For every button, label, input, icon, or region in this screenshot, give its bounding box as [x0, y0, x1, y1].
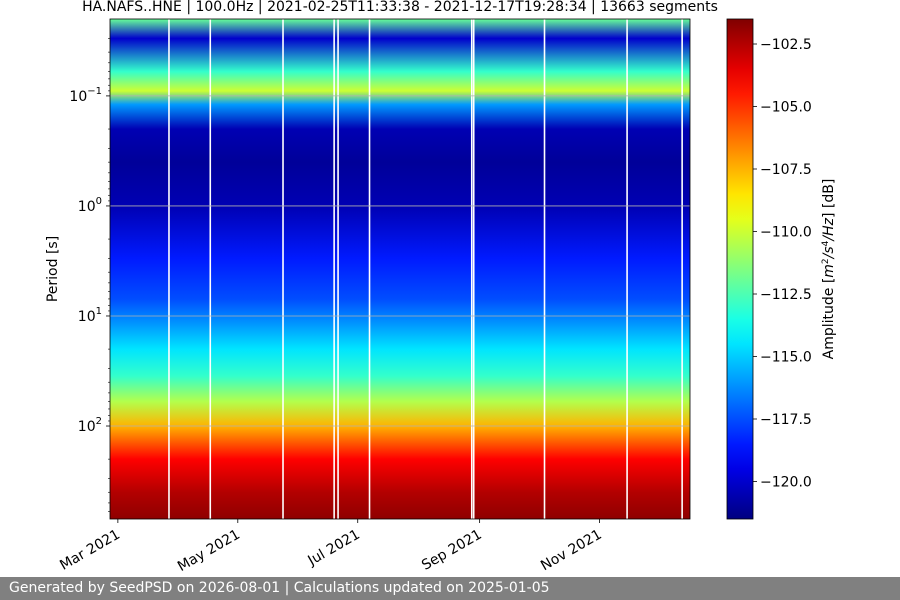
y-tick-label: 101 [78, 306, 102, 325]
colorbar-ticks: −102.5 −105.0 −107.5 −110.0 −112.5 −115.0 −117… [753, 37, 812, 491]
y-tick-label-exp: 2 [96, 416, 102, 427]
colorbar-label-suffix: ] [dB] [821, 179, 837, 218]
colorbar-label-unit-hz: /Hz [821, 217, 837, 242]
x-tick-label: Mar 2021 [57, 527, 123, 574]
colorbar-label: Amplitude [m2/s4/Hz] [dB] [821, 179, 837, 360]
colorbar-gradient [726, 18, 754, 520]
colorbar-label-prefix: Amplitude [ [821, 278, 837, 360]
y-tick-label-base: 10 [78, 419, 96, 435]
x-tick-label: Jul 2021 [305, 527, 363, 570]
x-tick-label: Sep 2021 [419, 527, 485, 574]
colorbar-tick-label: −117.5 [760, 412, 812, 428]
colorbar-tick-label: −107.5 [760, 162, 812, 178]
colorbar: −102.5 −105.0 −107.5 −110.0 −112.5 −115.0 −117… [726, 18, 837, 520]
x-tick-label: Nov 2021 [538, 527, 604, 575]
plot-frame [109, 18, 691, 520]
footer-text: Generated by SeedPSD on 2026-08-01 | Cal… [9, 580, 550, 596]
colorbar-tick-label: −120.0 [760, 475, 812, 491]
x-tick-label: May 2021 [175, 527, 243, 575]
y-tick-label: 100 [78, 196, 102, 215]
colorbar-tick-label: −112.5 [760, 287, 812, 303]
plot-area [110, 19, 690, 519]
y-tick-label-exp: 0 [96, 196, 102, 207]
colorbar-tick-label: −115.0 [760, 350, 812, 366]
x-axis: Mar 2021 May 2021 Jul 2021 Sep 2021 Nov 2021 [57, 519, 605, 575]
chart-title: HA.NAFS..HNE | 100.0Hz | 2021-02-25T11:3… [82, 0, 718, 15]
y-tick-label: 10−1 [69, 86, 102, 105]
y-tick-label-base: 10 [69, 89, 87, 105]
y-axis-label: Period [s] [45, 236, 61, 302]
footer-bar: Generated by SeedPSD on 2026-08-01 | Cal… [0, 577, 900, 600]
y-tick-label-base: 10 [78, 309, 96, 325]
colorbar-tick-label: −105.0 [760, 100, 812, 116]
colorbar-label-unit-s: /s [821, 246, 837, 260]
colorbar-label-exp-2: 2 [821, 258, 831, 264]
colorbar-tick-label: −102.5 [760, 37, 812, 53]
grid [110, 95, 690, 427]
colorbar-label-exp-4: 4 [821, 240, 831, 246]
heatmap-background [110, 19, 690, 519]
colorbar-label-unit-m: m [821, 264, 837, 278]
data-gaps [168, 19, 683, 519]
y-tick-label: 102 [78, 416, 102, 435]
y-tick-label-exp: −1 [87, 86, 102, 97]
y-tick-label-exp: 1 [96, 306, 102, 317]
colorbar-tick-label: −110.0 [760, 225, 812, 241]
y-tick-label-base: 10 [78, 199, 96, 215]
